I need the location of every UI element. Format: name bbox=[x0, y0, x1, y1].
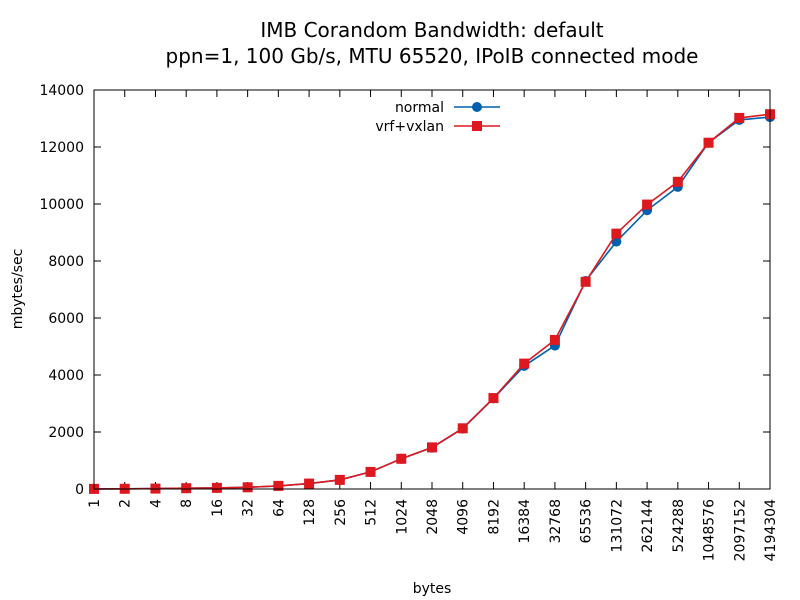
x-tick-label: 2 bbox=[118, 499, 134, 508]
legend-entry-normal: normal bbox=[395, 100, 500, 116]
data-point bbox=[211, 482, 222, 493]
x-tick-labels: 1 2 4 8 16 32 64 128 256 512 1024 2048 4096 8192 16384… bbox=[87, 499, 779, 561]
data-point bbox=[273, 480, 284, 491]
x-tick-label: 4194304 bbox=[763, 499, 779, 561]
data-point bbox=[334, 474, 345, 485]
data-point bbox=[242, 482, 253, 493]
data-point bbox=[396, 453, 407, 464]
x-tick-label: 32 bbox=[241, 499, 257, 517]
x-tick-label: 8192 bbox=[486, 499, 502, 535]
series-layer bbox=[89, 109, 775, 494]
chart-title: IMB Corandom Bandwidth: default bbox=[260, 18, 603, 42]
data-point bbox=[734, 112, 745, 123]
x-tick-label: 1 bbox=[87, 499, 103, 508]
data-point bbox=[519, 358, 530, 369]
x-tick-label: 524288 bbox=[671, 499, 687, 552]
legend: normal vrf+vxlan bbox=[375, 100, 500, 135]
x-tick-label: 16 bbox=[210, 499, 226, 517]
data-point bbox=[611, 228, 622, 239]
data-point bbox=[181, 483, 192, 494]
data-point bbox=[457, 423, 468, 434]
data-point bbox=[549, 334, 560, 345]
x-tick-label: 32768 bbox=[548, 499, 564, 544]
x-tick-label: 1024 bbox=[394, 499, 410, 535]
y-tick-label: 6000 bbox=[48, 311, 84, 327]
x-tick-label: 64 bbox=[271, 499, 287, 517]
series-line bbox=[93, 113, 771, 490]
x-tick-label: 131072 bbox=[609, 499, 625, 552]
data-point bbox=[488, 393, 499, 404]
y-tick-label: 0 bbox=[75, 482, 84, 498]
y-tick-label: 8000 bbox=[48, 254, 84, 270]
x-tick-label: 128 bbox=[302, 499, 318, 526]
data-point bbox=[611, 236, 622, 247]
data-point bbox=[427, 442, 437, 453]
y-tick-label: 2000 bbox=[48, 425, 84, 441]
x-tick-label: 512 bbox=[364, 499, 380, 526]
y-axis-label: mbytes/sec bbox=[10, 249, 26, 330]
y-tick-label: 12000 bbox=[39, 140, 84, 156]
legend-entry-vrf+vxlan: vrf+vxlan bbox=[375, 119, 500, 135]
legend-marker bbox=[472, 102, 482, 112]
x-tick-label: 4096 bbox=[456, 499, 472, 535]
data-point bbox=[580, 276, 591, 287]
plot-border bbox=[93, 89, 771, 490]
series-normal bbox=[89, 112, 775, 494]
x-tick-label: 16384 bbox=[517, 499, 533, 544]
x-tick-label: 65536 bbox=[579, 499, 595, 544]
y-tick-labels: 0 2000 4000 6000 8000 10000 12000 14000 bbox=[39, 83, 84, 498]
data-point bbox=[642, 199, 653, 210]
series-vrf+vxlan bbox=[89, 109, 775, 494]
data-point bbox=[304, 478, 315, 489]
data-point bbox=[672, 176, 683, 187]
x-axis-label: bytes bbox=[413, 581, 452, 597]
data-point bbox=[365, 466, 376, 477]
x-tick-label: 256 bbox=[333, 499, 349, 526]
data-point bbox=[703, 137, 714, 148]
chart-subtitle: ppn=1, 100 Gb/s, MTU 65520, IPoIB connec… bbox=[166, 44, 699, 68]
y-tick-label: 4000 bbox=[48, 368, 84, 384]
x-tick-label: 2048 bbox=[425, 499, 441, 535]
axis-ticks bbox=[93, 89, 771, 490]
x-tick-label: 262144 bbox=[640, 499, 656, 553]
x-tick-label: 1048576 bbox=[702, 499, 718, 561]
legend-label: normal bbox=[395, 100, 444, 116]
x-tick-label: 4 bbox=[148, 499, 164, 508]
y-tick-label: 14000 bbox=[39, 83, 84, 99]
legend-label: vrf+vxlan bbox=[375, 119, 444, 135]
y-tick-label: 10000 bbox=[39, 197, 84, 213]
legend-marker bbox=[472, 121, 482, 131]
x-tick-label: 8 bbox=[179, 499, 195, 508]
series-line bbox=[93, 116, 771, 490]
x-tick-label: 2097152 bbox=[732, 499, 748, 561]
